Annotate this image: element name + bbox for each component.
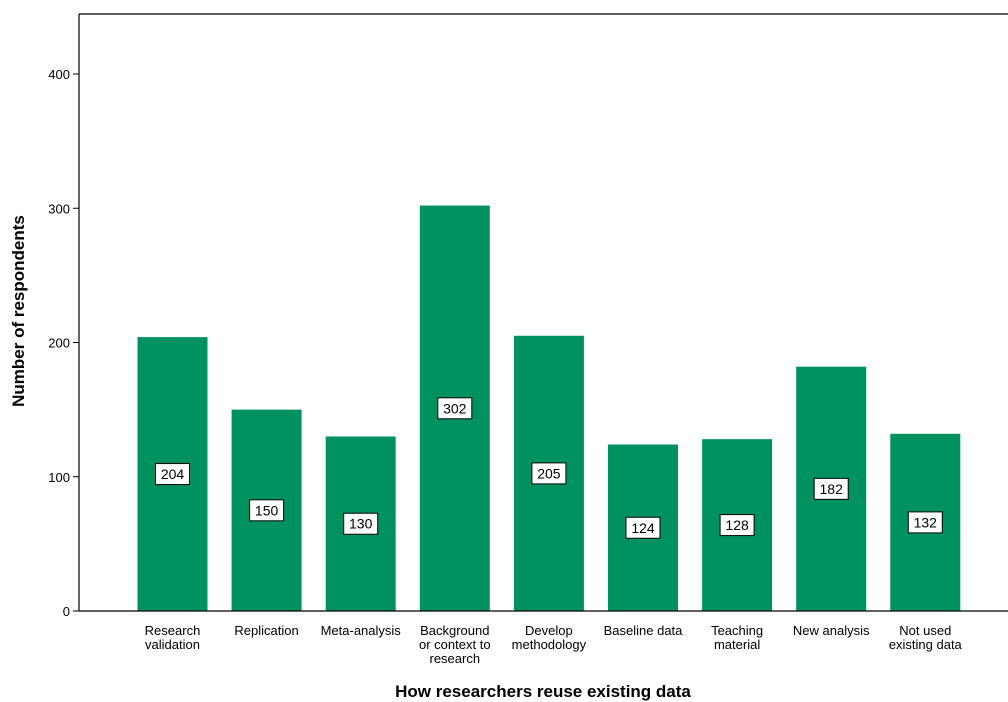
value-label: 132 — [907, 511, 943, 534]
value-label: 128 — [719, 514, 755, 537]
x-tick-label: Replication — [234, 623, 298, 638]
x-tick-label: Develop methodology — [512, 623, 587, 652]
value-label-box — [531, 462, 567, 485]
value-labels-layer: 204 150 130 302 205 124 128 182 132 — [155, 397, 943, 539]
value-label-text: 128 — [725, 517, 749, 533]
y-tick-label: 100 — [48, 470, 70, 485]
x-tick-label: Research validation — [145, 623, 201, 652]
value-label-box — [719, 514, 755, 537]
value-label: 205 — [531, 462, 567, 485]
value-label: 302 — [437, 397, 473, 420]
x-axis-title: How researchers reuse existing data — [395, 682, 691, 701]
y-tick-label: 200 — [48, 336, 70, 351]
bars-layer — [137, 205, 961, 611]
x-tick-label: New analysis — [793, 623, 870, 638]
value-label-text: 150 — [255, 502, 279, 518]
x-tick-label: Baseline data — [604, 623, 684, 638]
x-tick-label: Not used existing data — [889, 623, 963, 652]
value-label: 130 — [343, 512, 379, 535]
y-tick-label: 400 — [48, 67, 70, 82]
y-tick-label: 0 — [63, 604, 70, 619]
value-label-box — [625, 516, 661, 539]
y-tick-label: 300 — [48, 201, 70, 216]
value-label-text: 124 — [631, 520, 655, 536]
value-label: 182 — [813, 477, 849, 500]
value-label: 204 — [155, 463, 190, 486]
value-label-text: 132 — [914, 514, 938, 530]
value-label-text: 130 — [349, 516, 373, 532]
value-label-text: 205 — [537, 465, 561, 481]
value-label-box — [907, 511, 943, 534]
value-label: 150 — [249, 499, 285, 522]
value-label-box — [343, 512, 379, 535]
value-label-box — [437, 397, 473, 420]
value-label-text: 302 — [443, 400, 467, 416]
x-tick-label: Background or context to research — [419, 623, 491, 666]
value-label-text: 182 — [820, 481, 844, 497]
y-axis-title: Number of respondents — [9, 215, 28, 407]
value-label-text: 204 — [161, 466, 185, 482]
value-label-box — [155, 463, 190, 486]
axes-layer: 0 100 200 300 400 Research validation Replicati… — [48, 13, 1008, 666]
x-tick-label: Teaching material — [711, 623, 763, 652]
value-label: 124 — [625, 516, 661, 539]
value-label-box — [249, 499, 285, 522]
value-label-box — [813, 477, 849, 500]
x-tick-label: Meta-analysis — [321, 623, 402, 638]
